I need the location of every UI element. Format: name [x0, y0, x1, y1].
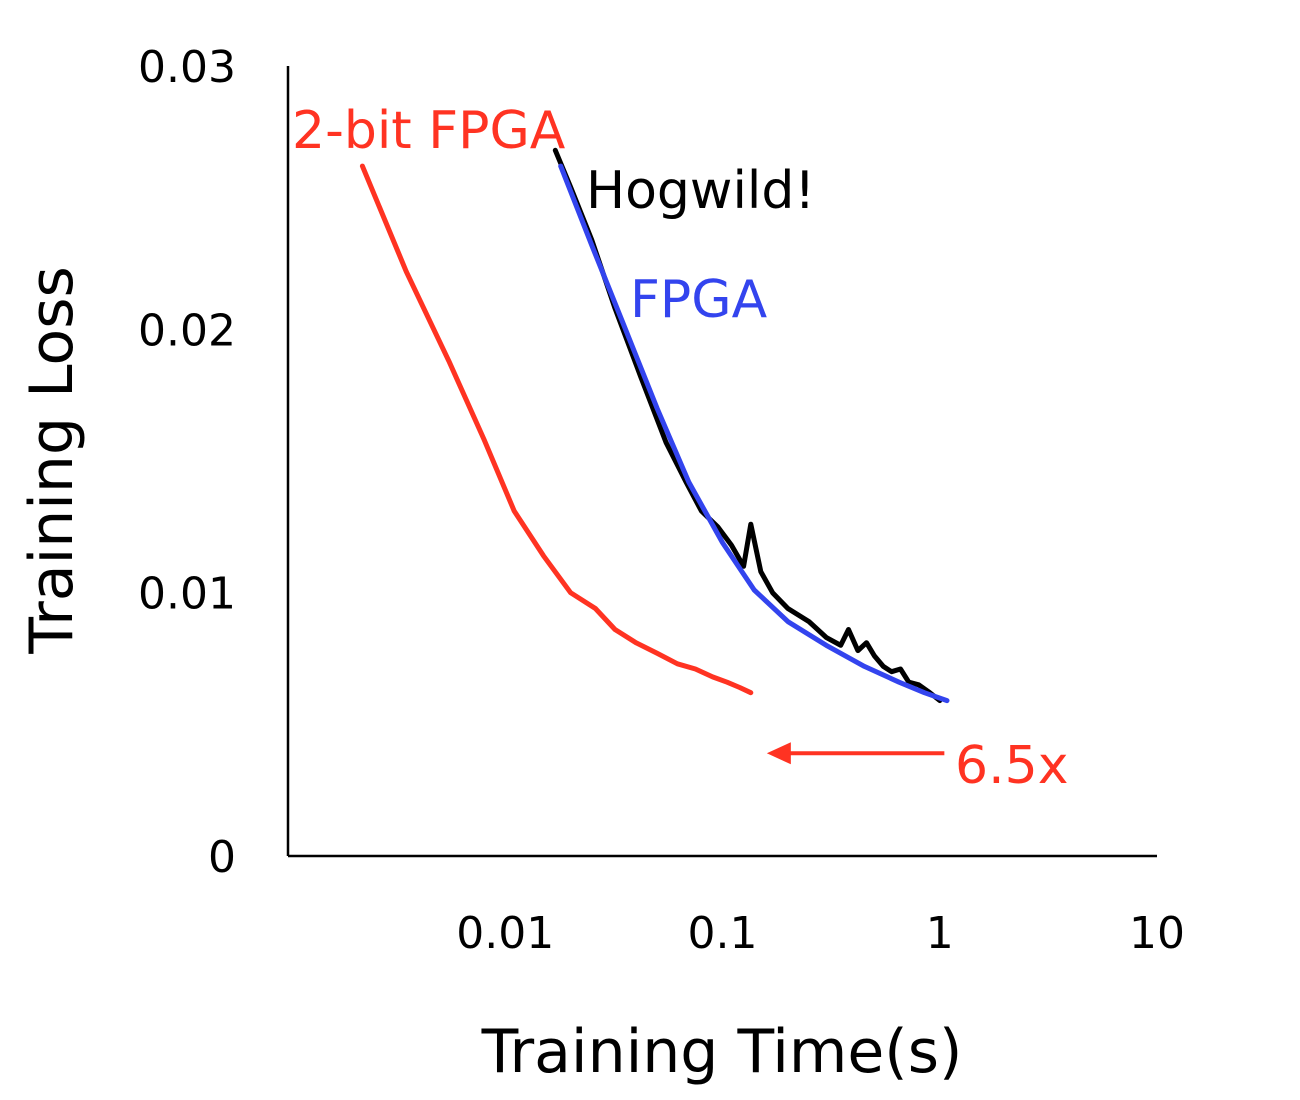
- series-label-2bit-fpga: 2-bit FPGA: [292, 101, 566, 161]
- y-tick-label: 0.02: [138, 305, 236, 356]
- x-axis-title: Training Time(s): [481, 1017, 963, 1087]
- x-tick-labels: 0.01 0.1 1 10: [456, 908, 1185, 959]
- speedup-arrow-head: [766, 742, 791, 765]
- y-tick-labels: 0 0.01 0.02 0.03: [138, 42, 236, 883]
- speedup-annotation: 6.5x: [955, 736, 1068, 796]
- series-line-hogwild: [552, 147, 943, 704]
- y-tick-label: 0.03: [138, 42, 236, 93]
- x-tick-label: 10: [1129, 908, 1185, 959]
- y-tick-label: 0.01: [138, 569, 236, 620]
- series-line-fpga: [558, 163, 950, 704]
- y-tick-label: 0: [208, 832, 236, 883]
- series-label-hogwild: Hogwild!: [586, 161, 815, 221]
- x-tick-label: 0.01: [456, 908, 554, 959]
- y-axis-title: Training Loss: [17, 266, 87, 654]
- series-line-2bit-fpga: [359, 163, 754, 696]
- series-label-fpga: FPGA: [630, 270, 768, 330]
- x-tick-label: 0.1: [688, 908, 758, 959]
- x-tick-label: 1: [926, 908, 954, 959]
